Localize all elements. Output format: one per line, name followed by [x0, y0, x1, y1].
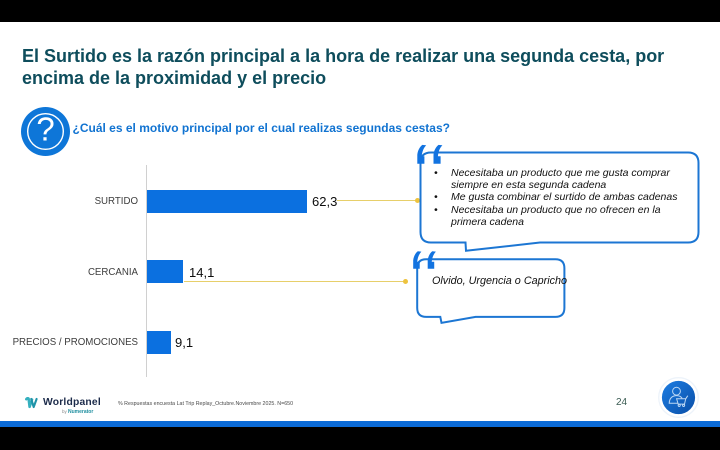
svg-text:?: ?: [36, 110, 54, 147]
